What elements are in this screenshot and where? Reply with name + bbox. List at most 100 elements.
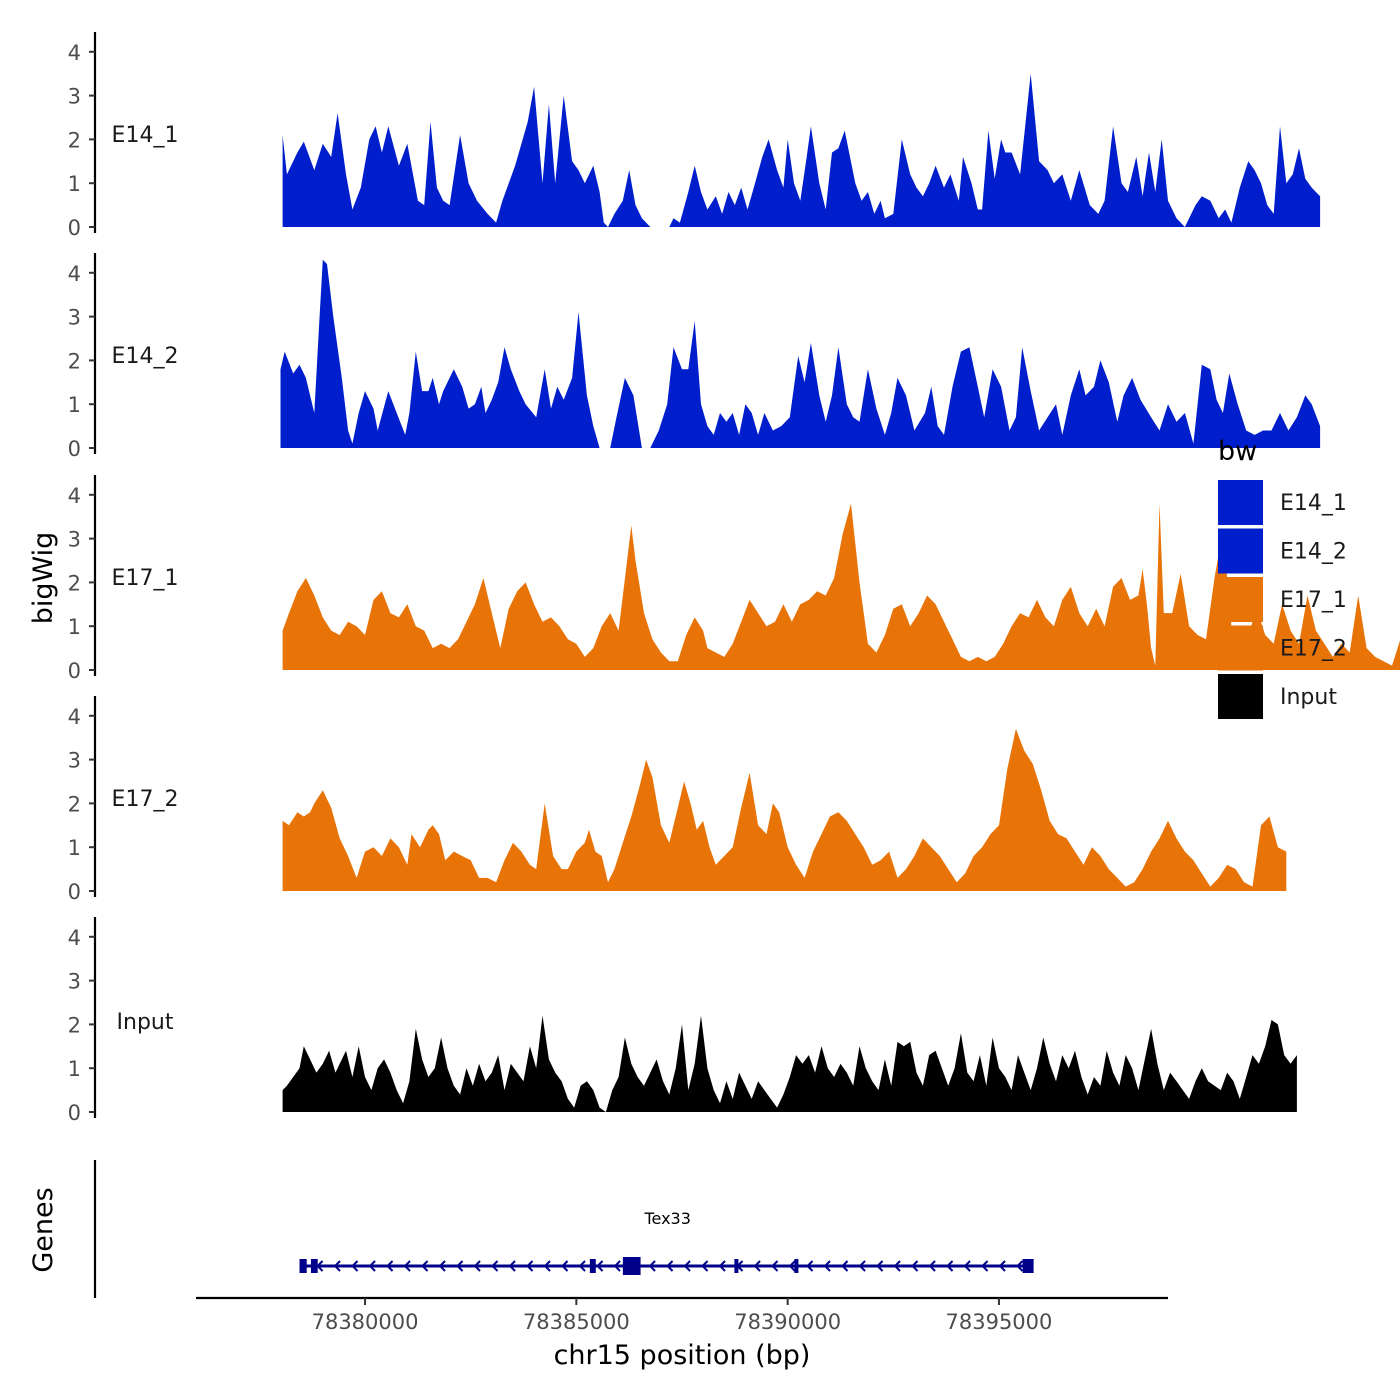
y-tick-label: 1 — [68, 615, 81, 639]
legend-label: E17_1 — [1280, 588, 1347, 613]
y-tick-label: 4 — [68, 705, 81, 729]
legend-key — [1218, 528, 1263, 574]
strand-arrow — [701, 1260, 709, 1272]
genes-axis-title: Genes — [28, 1187, 59, 1272]
signal-area — [280, 259, 1321, 448]
strand-arrow — [561, 1260, 569, 1272]
strand-arrow — [753, 1260, 761, 1272]
y-tick-label: 4 — [68, 484, 81, 508]
strand-arrow — [858, 1260, 866, 1272]
y-axis-title: bigWig — [28, 532, 59, 625]
gene-exon — [794, 1259, 799, 1273]
legend-label: E14_1 — [1280, 491, 1347, 516]
gene-label: Tex33 — [643, 1209, 690, 1228]
y-tick-label: 1 — [68, 172, 81, 196]
strand-arrow — [718, 1260, 726, 1272]
y-tick-label: 0 — [68, 880, 81, 904]
strand-arrow — [351, 1260, 359, 1272]
y-tick-label: 0 — [68, 216, 81, 240]
track-label: E14_2 — [112, 344, 179, 369]
legend-item-e14-2: E14_2 — [1218, 528, 1347, 574]
y-tick-label: 2 — [68, 128, 81, 152]
strand-arrow — [368, 1260, 376, 1272]
strand-arrow — [438, 1260, 446, 1272]
y-tick-label: 3 — [68, 85, 81, 109]
legend-item-e17-1: E17_1 — [1218, 577, 1347, 622]
legend-item-e17-2: E17_2 — [1218, 625, 1347, 671]
y-tick-label: 2 — [68, 571, 81, 595]
y-tick-label: 0 — [68, 437, 81, 461]
strand-arrow — [788, 1260, 796, 1272]
track-e17-1: 0 1 2 3 4 E17_1 — [68, 475, 1400, 683]
genes-track: Tex33 — [93, 1160, 1034, 1298]
y-tick-label: 4 — [68, 41, 81, 65]
strand-arrow — [771, 1260, 779, 1272]
strand-arrow — [508, 1260, 516, 1272]
signal-tracks: 0 1 2 3 4 E14_1 0 1 2 3 4 E14_2 0 1 2 3 4 E17_1 0 1 2 3 4 E17_2… — [68, 32, 1400, 1125]
y-tick-label: 3 — [68, 970, 81, 994]
x-tick-label: 78390000 — [734, 1310, 841, 1334]
legend-title: bw — [1218, 436, 1257, 467]
legend-label: E17_2 — [1280, 637, 1347, 662]
signal-area — [282, 503, 1400, 670]
strand-arrow — [946, 1260, 954, 1272]
gene-exon — [589, 1259, 596, 1273]
legend-item-input: Input — [1218, 674, 1337, 719]
strand-arrow — [596, 1260, 604, 1272]
strand-arrow — [806, 1260, 814, 1272]
y-tick-label: 4 — [68, 262, 81, 286]
gene-exon — [1022, 1259, 1034, 1273]
strand-arrow — [683, 1260, 691, 1272]
signal-area — [282, 73, 1321, 227]
x-tick-label: 78385000 — [523, 1310, 630, 1334]
track-input: 0 1 2 3 4 Input — [68, 917, 1297, 1125]
y-tick-label: 3 — [68, 528, 81, 552]
strand-arrow — [421, 1260, 429, 1272]
strand-arrow — [578, 1260, 586, 1272]
y-tick-label: 3 — [68, 306, 81, 330]
x-axis-title: chr15 position (bp) — [554, 1340, 811, 1371]
signal-area — [282, 1015, 1297, 1112]
track-e14-1: 0 1 2 3 4 E14_1 — [68, 32, 1321, 240]
track-e17-2: 0 1 2 3 4 E17_2 — [68, 696, 1287, 904]
track-label: E17_2 — [112, 787, 179, 812]
legend-item-e14-1: E14_1 — [1218, 480, 1347, 525]
y-tick-label: 1 — [68, 836, 81, 860]
y-tick-label: 1 — [68, 393, 81, 417]
strand-arrow — [386, 1260, 394, 1272]
strand-arrow — [456, 1260, 464, 1272]
strand-arrow — [491, 1260, 499, 1272]
gene-exon — [299, 1259, 307, 1273]
y-tick-label: 0 — [68, 659, 81, 683]
strand-arrow — [648, 1260, 656, 1272]
strand-arrow — [911, 1260, 919, 1272]
strand-arrow — [823, 1260, 831, 1272]
gene-exon — [310, 1259, 318, 1273]
strand-arrow — [526, 1260, 534, 1272]
strand-arrow — [333, 1260, 341, 1272]
y-tick-label: 2 — [68, 349, 81, 373]
y-tick-label: 3 — [68, 749, 81, 773]
y-tick-label: 4 — [68, 926, 81, 950]
signal-area — [282, 728, 1287, 891]
strand-arrow — [981, 1260, 989, 1272]
strand-arrow — [403, 1260, 411, 1272]
strand-arrow — [613, 1260, 621, 1272]
legend: bw E14_1 E14_2 E17_1 E17_2 Input — [1218, 436, 1347, 719]
legend-key — [1218, 674, 1263, 719]
gene-model: Tex33 — [299, 1209, 1034, 1275]
strand-arrow — [893, 1260, 901, 1272]
x-tick-label: 78380000 — [312, 1310, 419, 1334]
track-label: E17_1 — [112, 566, 179, 591]
strand-arrow — [473, 1260, 481, 1272]
y-tick-label: 0 — [68, 1101, 81, 1125]
legend-key — [1218, 577, 1263, 622]
y-tick-label: 2 — [68, 1013, 81, 1037]
legend-label: E14_2 — [1280, 540, 1347, 565]
y-tick-label: 1 — [68, 1057, 81, 1081]
x-axis: 78380000 78385000 78390000 78395000 — [196, 1296, 1168, 1334]
strand-arrow — [666, 1260, 674, 1272]
gene-exon — [622, 1257, 641, 1275]
